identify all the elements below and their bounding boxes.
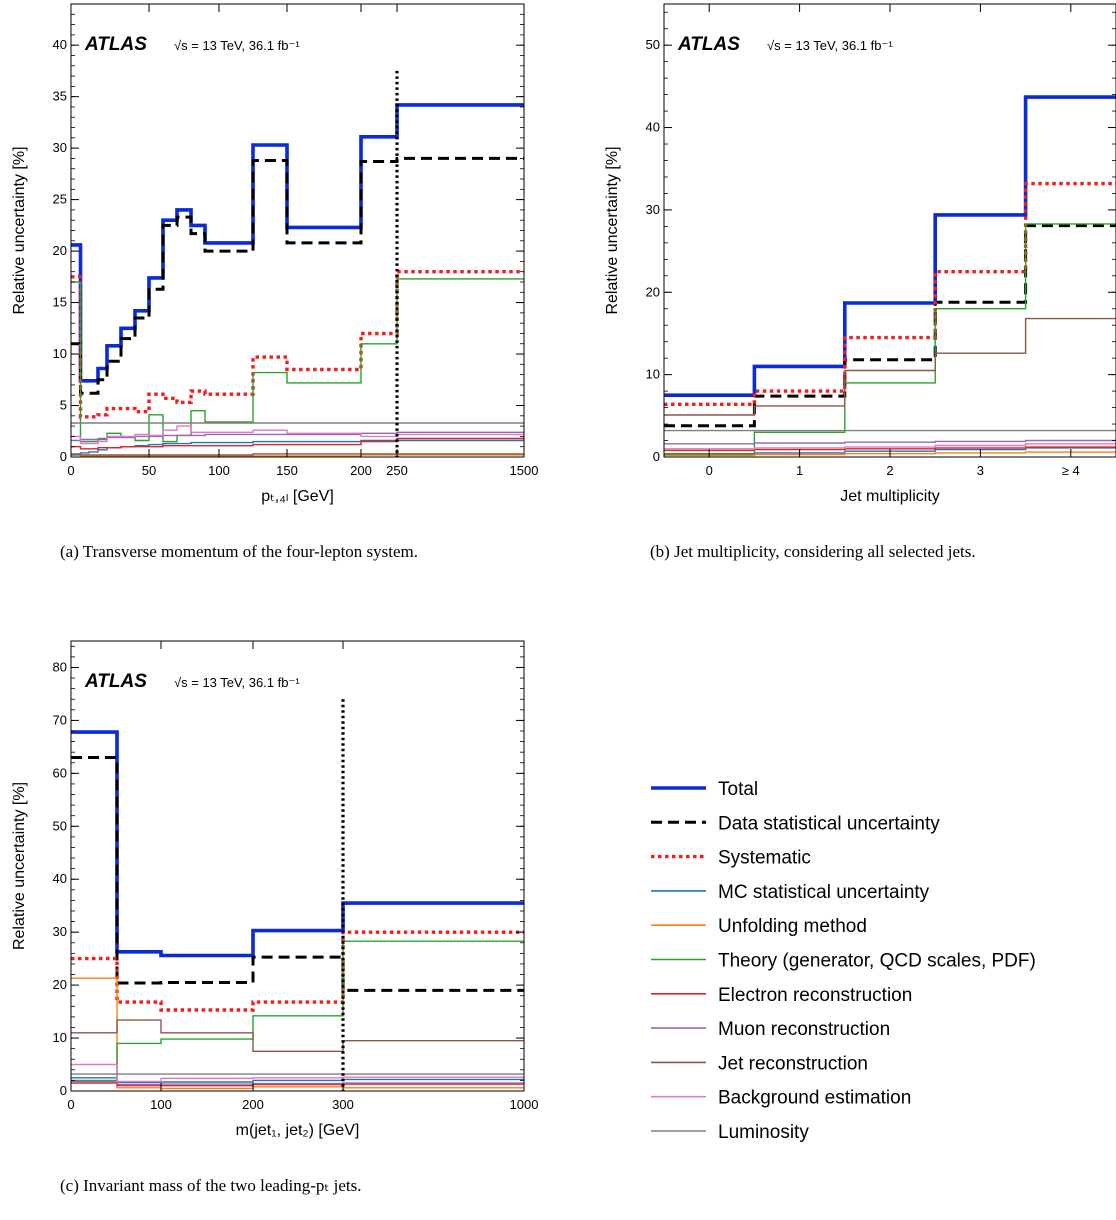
chart-panel-b: 0 10 20 30 40 50 0 1 2 3 ≥ 4 Jet multiplicity Relati…: [604, 3, 1116, 505]
x-axis-label-a: pₜ,₄ₗ [GeV]: [261, 488, 334, 505]
y-tick-label-a: 0: [60, 449, 67, 464]
x-tick-label-c: 100: [150, 1097, 172, 1112]
x-tick-label-b: 2: [886, 463, 893, 478]
chart-panel-c: 0 10 20 30 40 50 60 70 80 0 100 200 300 1000 m(jet₁, j…: [11, 640, 539, 1139]
series-muon-reconstruction-b: [664, 439, 1116, 445]
series-background-estimation-a: [71, 425, 524, 445]
atlas-label-c: ATLAS: [84, 671, 147, 692]
y-tick-label-b: 0: [653, 449, 660, 464]
y-tick-label-a: 40: [53, 37, 67, 52]
legend-label-theory-generator-qcd-scales-pdf: Theory (generator, QCD scales, PDF): [718, 951, 1036, 972]
series-data-statistical-uncertainty-c: [71, 756, 524, 992]
x-tick-label-a: 100: [208, 463, 230, 478]
series-total-b: [664, 95, 1116, 397]
series-background-estimation-c: [71, 1063, 524, 1083]
chart-panel-a: 0 5 10 15 20 25 30 35 40 0 50 100 150 200 250 1500 pₜ,₄ₗ…: [11, 3, 539, 505]
y-tick-label-b: 20: [646, 284, 660, 299]
x-tick-label-c: 300: [332, 1097, 354, 1112]
y-tick-label-c: 10: [53, 1030, 67, 1045]
y-tick-label-a: 35: [53, 89, 67, 104]
series-background-estimation-b: [664, 443, 1116, 450]
x-tick-label-a: 200: [350, 463, 372, 478]
energy-label-a: √s = 13 TeV, 36.1 fb⁻¹: [174, 38, 300, 53]
y-tick-label-c: 30: [53, 924, 67, 939]
x-tick-label-c: 200: [242, 1097, 264, 1112]
legend-label-unfolding-method: Unfolding method: [718, 916, 867, 937]
y-tick-label-c: 40: [53, 871, 67, 886]
y-axis-label-c: Relative uncertainty [%]: [11, 782, 28, 950]
series-systematic-a: [71, 270, 524, 419]
x-tick-label-a: 0: [67, 463, 74, 478]
y-tick-label-c: 80: [53, 659, 67, 674]
y-tick-label-a: 10: [53, 346, 67, 361]
plot-frame-a: [70, 3, 525, 458]
caption-c: (c) Invariant mass of the two leading-pₜ…: [60, 1176, 362, 1195]
plot-frame-b: [663, 3, 1116, 458]
legend: Total Data statistical uncertainty Systema…: [651, 779, 1036, 1143]
series-total-c: [71, 730, 524, 958]
x-tick-label-c: 0: [67, 1097, 74, 1112]
x-tick-label-b: 3: [977, 463, 984, 478]
series-electron-reconstruction-b: [664, 446, 1116, 452]
legend-label-data-statistical-uncertainty: Data statistical uncertainty: [718, 813, 940, 834]
energy-label-c: √s = 13 TeV, 36.1 fb⁻¹: [174, 675, 300, 690]
y-tick-label-a: 15: [53, 295, 67, 310]
x-tick-label-b: 1: [796, 463, 803, 478]
series-jet-reconstruction-b: [664, 317, 1116, 416]
plot-frame-c: [70, 640, 525, 1092]
y-tick-label-c: 60: [53, 765, 67, 780]
y-tick-label-c: 0: [60, 1083, 67, 1098]
x-tick-label-a: 50: [142, 463, 156, 478]
series-theory-generator-qcd-scales-pdf-c: [71, 940, 524, 1082]
atlas-label-b: ATLAS: [677, 34, 740, 55]
x-tick-label-c: 1000: [510, 1097, 539, 1112]
caption-b: (b) Jet multiplicity, considering all se…: [650, 542, 976, 561]
legend-label-jet-reconstruction: Jet reconstruction: [718, 1053, 868, 1074]
y-tick-label-c: 70: [53, 712, 67, 727]
series-systematic-c: [71, 930, 524, 1012]
y-tick-label-b: 50: [646, 37, 660, 52]
y-axis-label-a: Relative uncertainty [%]: [11, 146, 28, 314]
legend-label-total: Total: [718, 779, 758, 800]
series-electron-reconstruction-a: [71, 437, 524, 450]
legend-label-muon-reconstruction: Muon reconstruction: [718, 1019, 890, 1040]
y-tick-label-c: 20: [53, 977, 67, 992]
series-unfolding-method-a: [71, 454, 524, 457]
caption-a: (a) Transverse momentum of the four-lept…: [60, 542, 419, 561]
x-tick-label-b: 0: [706, 463, 713, 478]
y-axis-label-b: Relative uncertainty [%]: [604, 146, 621, 314]
y-tick-label-a: 5: [60, 398, 67, 413]
x-axis-label-c: m(jet₁, jet₂) [GeV]: [236, 1122, 360, 1139]
y-tick-label-a: 30: [53, 140, 67, 155]
x-tick-label-a: 1500: [510, 463, 539, 478]
x-tick-label-b: ≥ 4: [1062, 463, 1080, 478]
y-tick-label-b: 30: [646, 202, 660, 217]
series-total-a: [71, 103, 524, 383]
legend-label-electron-reconstruction: Electron reconstruction: [718, 985, 912, 1006]
series-mc-statistical-uncertainty-a: [71, 439, 524, 455]
series-theory-generator-qcd-scales-pdf-a: [71, 278, 524, 443]
y-tick-label-b: 40: [646, 120, 660, 135]
energy-label-b: √s = 13 TeV, 36.1 fb⁻¹: [767, 38, 893, 53]
legend-label-systematic: Systematic: [718, 848, 811, 869]
legend-label-luminosity: Luminosity: [718, 1122, 809, 1143]
x-tick-label-a: 150: [276, 463, 298, 478]
legend-label-mc-statistical-uncertainty: MC statistical uncertainty: [718, 882, 930, 903]
series-data-statistical-uncertainty-a: [71, 156, 524, 395]
y-tick-label-b: 10: [646, 367, 660, 382]
atlas-label-a: ATLAS: [84, 34, 147, 55]
y-tick-label-a: 20: [53, 243, 67, 258]
legend-label-background-estimation: Background estimation: [718, 1088, 911, 1109]
series-unfolding-method-c: [71, 977, 524, 1090]
series-theory-generator-qcd-scales-pdf-b: [664, 223, 1116, 455]
series-jet-reconstruction-c: [71, 1019, 524, 1052]
x-tick-label-a: 250: [386, 463, 408, 478]
y-tick-label-a: 25: [53, 192, 67, 207]
x-axis-label-b: Jet multiplicity: [840, 488, 940, 505]
y-tick-label-c: 50: [53, 818, 67, 833]
